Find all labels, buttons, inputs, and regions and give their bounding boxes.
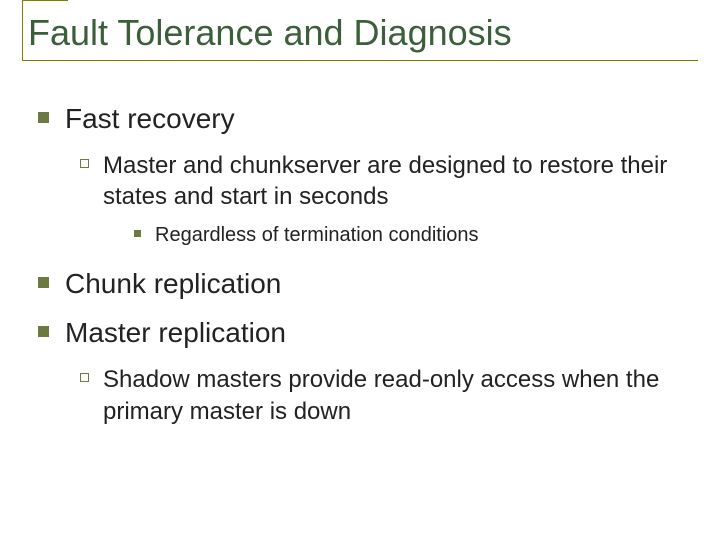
square-bullet-icon xyxy=(38,112,49,123)
square-bullet-icon xyxy=(38,277,49,288)
bullet-text: Master and chunkserver are designed to r… xyxy=(103,150,698,212)
square-bullet-icon xyxy=(38,326,49,337)
small-square-bullet-icon xyxy=(134,230,141,237)
bullet-text: Shadow masters provide read-only access … xyxy=(103,364,698,426)
bullet-text: Fast recovery xyxy=(65,101,235,136)
bullet-level2: Shadow masters provide read-only access … xyxy=(80,364,698,426)
hollow-square-bullet-icon xyxy=(80,159,89,168)
bullet-level1: Chunk replication xyxy=(38,266,698,301)
bullet-text: Chunk replication xyxy=(65,266,281,301)
bullet-level3: Regardless of termination conditions xyxy=(134,222,698,248)
bullet-text: Master replication xyxy=(65,315,286,350)
slide: Fault Tolerance and Diagnosis Fast recov… xyxy=(0,0,720,540)
bullet-level1: Fast recovery xyxy=(38,101,698,136)
slide-content: Fast recovery Master and chunkserver are… xyxy=(22,101,698,427)
title-rule: Fault Tolerance and Diagnosis xyxy=(22,12,698,61)
bullet-text: Regardless of termination conditions xyxy=(155,222,479,248)
bullet-level2: Master and chunkserver are designed to r… xyxy=(80,150,698,212)
slide-title: Fault Tolerance and Diagnosis xyxy=(22,12,698,54)
hollow-square-bullet-icon xyxy=(80,373,89,382)
bullet-level1: Master replication xyxy=(38,315,698,350)
